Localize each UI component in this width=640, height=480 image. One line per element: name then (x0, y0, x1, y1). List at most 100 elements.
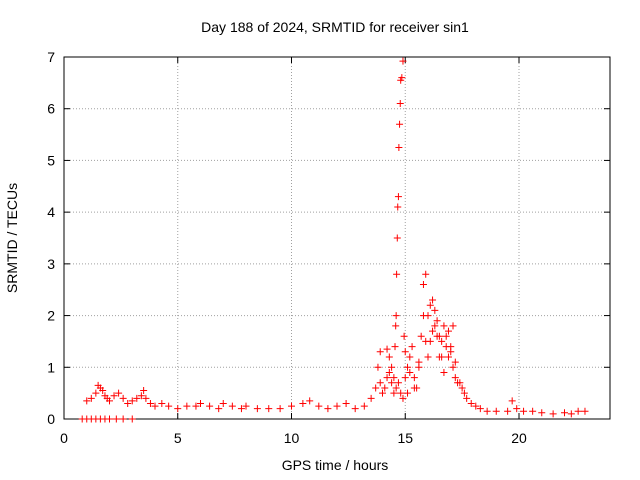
data-point (422, 270, 430, 278)
data-point (456, 379, 464, 387)
data-point (581, 407, 589, 415)
x-tick-label: 0 (60, 430, 68, 446)
data-point (394, 379, 402, 387)
data-point (388, 363, 396, 371)
x-axis-label: GPS time / hours (282, 457, 389, 473)
data-point (415, 358, 423, 366)
y-tick-label: 4 (47, 204, 55, 220)
data-point (324, 405, 332, 413)
data-point (529, 407, 537, 415)
data-point (360, 402, 368, 410)
data-point (444, 327, 452, 335)
data-point (385, 353, 393, 361)
data-point (197, 399, 204, 407)
data-point (396, 100, 404, 108)
data-point (192, 402, 200, 410)
data-point (442, 343, 450, 351)
data-point (410, 384, 418, 392)
data-point (410, 374, 418, 382)
data-point (374, 363, 382, 371)
data-point (385, 368, 393, 376)
data-point (463, 394, 471, 402)
data-point (433, 317, 441, 325)
data-point (400, 332, 408, 340)
data-point (376, 379, 384, 387)
data-point (288, 402, 295, 410)
data-point (276, 405, 284, 413)
data-point (426, 301, 434, 309)
data-point (483, 407, 491, 415)
data-point (513, 405, 521, 413)
data-point (429, 327, 437, 335)
data-point (424, 312, 432, 320)
data-point (392, 384, 400, 392)
data-point (567, 410, 575, 418)
data-point (435, 332, 443, 340)
data-point (451, 374, 459, 382)
data-point (520, 407, 528, 415)
data-point (390, 374, 398, 382)
data-point (393, 270, 401, 278)
data-point (472, 402, 480, 410)
data-point (333, 402, 341, 410)
data-point (83, 397, 91, 405)
data-point (392, 322, 400, 330)
plot-frame (63, 56, 611, 420)
data-point (408, 343, 416, 351)
x-tick-label: 20 (511, 430, 527, 446)
data-point (444, 353, 452, 361)
data-points (78, 57, 589, 423)
data-point (399, 57, 407, 65)
data-point (265, 405, 273, 413)
data-point (397, 389, 405, 397)
data-point (391, 343, 399, 351)
data-point (92, 389, 100, 397)
x-tick-label: 10 (284, 430, 300, 446)
data-point (87, 394, 95, 402)
data-point (404, 389, 412, 397)
data-point (447, 348, 455, 356)
data-point (393, 234, 401, 242)
data-point (399, 394, 407, 402)
data-point (376, 348, 384, 356)
data-point (438, 337, 446, 345)
data-point (417, 332, 425, 340)
data-point (451, 358, 459, 366)
y-tick-label: 6 (47, 101, 55, 117)
data-point (390, 389, 398, 397)
data-point (392, 312, 400, 320)
y-tick-label: 5 (47, 152, 55, 168)
data-point (383, 374, 391, 382)
data-point (419, 281, 427, 289)
data-point (395, 144, 403, 151)
data-point (492, 407, 500, 415)
data-point (467, 399, 475, 407)
y-axis-label: SRMTID / TECUs (4, 183, 20, 293)
data-point (394, 193, 402, 201)
data-point (438, 353, 446, 361)
grid (64, 57, 610, 419)
data-point (379, 389, 386, 397)
data-point (112, 415, 120, 423)
data-point (206, 402, 214, 410)
y-tick-label: 1 (47, 359, 55, 375)
data-point (158, 399, 166, 407)
axis-ticks: 0 5 10 15 20 0 1 2 3 4 5 6 7 (47, 49, 610, 446)
data-point (429, 296, 437, 304)
data-point (504, 407, 512, 415)
data-point (508, 397, 516, 405)
data-point (449, 322, 457, 330)
data-point (442, 332, 450, 340)
y-tick-label: 3 (47, 256, 55, 272)
data-point (574, 407, 582, 415)
y-tick-label: 7 (47, 49, 55, 65)
data-point (299, 399, 307, 407)
data-point (342, 399, 350, 407)
data-point (549, 410, 557, 418)
data-point (406, 368, 414, 376)
data-point (404, 363, 412, 371)
data-point (219, 399, 227, 407)
data-point (401, 374, 409, 382)
data-point (394, 203, 402, 211)
data-point (146, 399, 154, 407)
